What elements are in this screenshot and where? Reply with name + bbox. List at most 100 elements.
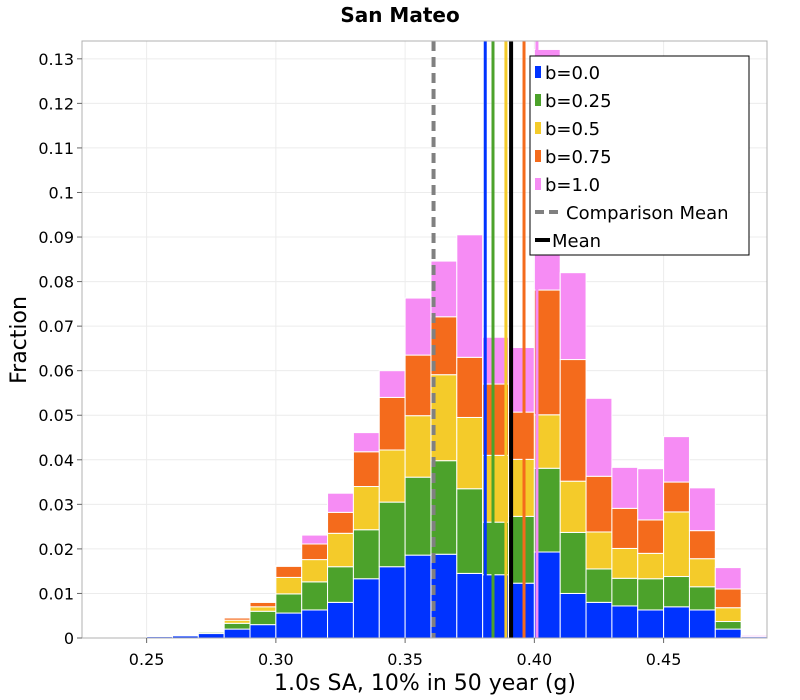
bar-segment-b=0.5 [456,416,484,490]
y-tick-label: 0.04 [38,451,74,470]
bar-segment-b=0.25 [223,622,251,630]
bar-segment-b=0.0 [352,578,380,639]
bar-segment-b=1.0 [249,600,277,603]
bar-segment-b=0.75 [559,359,587,482]
bar-segment-b=0.25 [585,568,613,603]
bar-segment-b=0.0 [327,601,354,639]
legend-label: Comparison Mean [566,203,729,224]
y-tick-label: 0.03 [38,495,74,514]
bar-segment-b=0.5 [611,547,639,579]
bar-segment-b=0.0 [585,601,613,639]
bar-segment-b=0.25 [611,577,639,607]
bar-segment-b=1.0 [611,466,639,509]
y-tick-label: 0.02 [38,540,74,559]
bar-segment-b=1.0 [404,297,432,356]
bar-segment-b=0.0 [688,609,716,639]
bar-segment-b=0.5 [352,486,380,531]
bar-segment-b=0.0 [663,606,690,639]
bar-segment-b=0.0 [482,574,510,639]
bar-segment-b=0.5 [197,630,225,633]
bar-segment-b=1.0 [663,436,690,483]
x-axis-title: 1.0s SA, 10% in 50 year (g) [274,671,576,696]
y-axis-title: Fraction [7,296,32,384]
bar-segment-b=0.25 [404,476,432,556]
bar-segment-b=0.75 [456,356,484,418]
bar-segment-b=0.75 [275,565,303,578]
legend-label: b=1.0 [545,175,600,196]
y-tick-label: 0.13 [38,50,74,69]
bar-segment-b=0.0 [249,624,277,639]
bar-segment-b=0.5 [404,415,432,478]
bar-segment-b=1.0 [456,234,484,358]
bar-segment-b=0.5 [559,480,587,533]
bar-segment-b=1.0 [482,336,510,385]
y-tick-label: 0.07 [38,317,74,336]
bar-segment-b=0.25 [688,586,716,611]
legend-label: b=0.75 [545,147,612,168]
bar-segment-b=0.25 [456,488,484,574]
bar-segment-b=0.25 [275,593,303,614]
legend: b=0.0 b=0.25 b=0.5 b=0.75 b=1.0 Comparison Me… [529,55,750,256]
bar-segment-b=0.75 [378,396,406,451]
bar-segment-b=1.0 [559,272,587,361]
bar-segment-b=1.0 [740,634,768,638]
bar-segment-b=0.5 [275,576,303,595]
y-tick-label: 0.05 [38,406,74,425]
y-tick-label: 0.08 [38,273,74,292]
bar-segment-b=0.25 [637,578,665,611]
bar-segment-b=0.75 [637,519,665,554]
y-tick-label: 0.09 [38,228,74,247]
bar-segment-b=0.5 [533,414,561,469]
x-tick-label: 0.35 [387,650,423,669]
bar-segment-b=0.75 [249,601,277,608]
bar-segment-b=0.25 [663,576,690,608]
y-tick-label: 0.11 [38,139,74,158]
bar-segment-b=0.0 [559,592,587,639]
bar-segment-b=1.0 [585,397,613,477]
bar-segment-b=0.5 [714,607,742,623]
legend-label: b=0.0 [545,63,600,84]
y-tick-label: 0.01 [38,584,74,603]
legend-swatch-b=1.0 [535,178,541,190]
legend-label: b=0.25 [545,91,612,112]
y-tick-label: 0 [64,629,74,648]
bar-segment-b=0.5 [688,558,716,588]
plot-frame [81,40,768,639]
bar-segment-b=0.25 [533,467,561,553]
bar-segment-b=0.25 [327,566,354,603]
bar-segment-b=0.5 [327,532,354,568]
bar-segment-b=0.0 [223,628,251,639]
legend-swatch-b=0.25 [535,94,541,106]
bar-segment-b=1.0 [275,564,303,567]
bar-segment-b=0.75 [688,530,716,560]
bar-segment-b=0.0 [456,572,484,639]
y-tick-label: 0.1 [49,183,74,202]
x-tick-label: 0.30 [258,650,294,669]
bar-segment-b=0.5 [585,531,613,570]
bar-segment-b=0.5 [637,552,665,580]
bar-segment-b=1.0 [688,487,716,532]
x-tick-label: 0.25 [129,650,165,669]
bar-segment-b=0.0 [637,609,665,639]
bar-segment-b=0.0 [714,628,742,639]
legend-swatch-b=0.75 [535,150,541,162]
bar-segment-b=1.0 [327,492,354,513]
bar-segment-b=0.5 [663,511,690,578]
bar-segment-b=0.0 [404,554,432,639]
bar-segment-b=0.5 [378,449,406,503]
bars [94,48,768,639]
chart-title: San Mateo [340,3,459,27]
bar-segment-b=0.25 [378,501,406,568]
x-tick-label: 0.40 [517,650,553,669]
bar-segment-b=0.75 [611,507,639,549]
x-tick-label: 0.45 [646,650,682,669]
bar-segment-b=0.0 [378,566,406,639]
bar-segment-b=0.0 [275,612,303,639]
y-tick-label: 0.06 [38,362,74,381]
bar-segment-b=0.75 [585,475,613,533]
bar-segment-b=0.25 [559,531,587,594]
bar-segment-b=0.25 [249,610,277,626]
bar-segment-b=0.75 [714,588,742,609]
bar-segment-b=0.25 [301,581,329,611]
